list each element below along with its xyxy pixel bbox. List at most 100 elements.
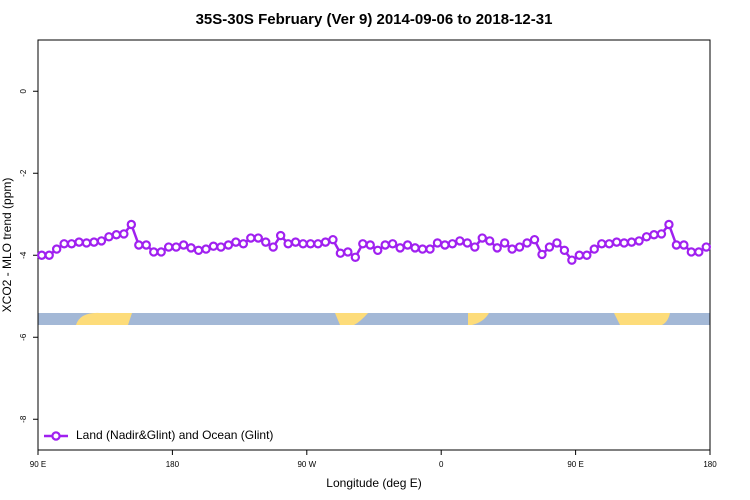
data-point: [96, 236, 107, 246]
data-point: [305, 239, 316, 249]
data-point: [559, 245, 570, 256]
data-point: [597, 239, 607, 249]
data-point: [395, 243, 405, 253]
data-point: [350, 252, 361, 262]
data-point: [298, 239, 308, 249]
data-point: [582, 250, 592, 260]
data-point: [470, 242, 480, 252]
y-tick-label: -4: [19, 251, 28, 259]
data-point: [417, 244, 428, 254]
y-axis-label: XCO2 - MLO trend (ppm): [0, 178, 14, 313]
data-point: [462, 238, 473, 248]
data-point: [37, 250, 47, 260]
data-point: [611, 237, 622, 247]
land-patch: [614, 313, 670, 325]
data-point: [694, 247, 704, 257]
data-point: [290, 237, 301, 247]
data-point: [111, 230, 122, 240]
data-point: [686, 247, 697, 257]
data-point: [81, 238, 92, 248]
y-tick-label: -6: [19, 333, 28, 341]
data-point: [373, 245, 383, 256]
data-point: [328, 234, 338, 245]
data-point: [485, 236, 495, 246]
land-patch: [335, 313, 368, 325]
data-point: [432, 238, 443, 248]
data-point: [522, 238, 532, 248]
data-point: [552, 238, 562, 248]
data-point: [253, 233, 263, 243]
data-point: [313, 239, 323, 249]
data-point: [656, 229, 667, 239]
data-point: [44, 250, 54, 260]
data-point: [679, 240, 689, 250]
data-point: [104, 232, 114, 242]
data-point: [51, 244, 62, 254]
x-tick-label: 180: [166, 460, 180, 469]
data-point: [231, 237, 241, 247]
data-point: [208, 241, 219, 251]
data-point: [574, 250, 585, 260]
chart-title: 35S-30S February (Ver 9) 2014-09-06 to 2…: [196, 11, 553, 28]
land-patch: [468, 313, 489, 325]
data-point: [410, 243, 420, 253]
data-point: [402, 240, 413, 250]
data-point: [171, 242, 181, 252]
data-point: [59, 239, 69, 249]
data-point: [664, 219, 674, 230]
data-point: [537, 249, 547, 260]
data-point: [149, 247, 159, 257]
data-point: [89, 237, 99, 247]
data-point: [246, 233, 256, 243]
data-point: [544, 242, 555, 252]
data-point: [275, 230, 286, 241]
data-point: [156, 247, 166, 257]
y-tick-label: -2: [19, 169, 28, 177]
x-tick-label: 0: [439, 460, 444, 469]
data-point: [380, 240, 390, 250]
data-point: [74, 237, 84, 247]
data-point: [387, 239, 398, 249]
data-point: [589, 244, 599, 254]
data-point: [507, 244, 517, 254]
data-point: [163, 242, 174, 252]
data-point: [335, 248, 346, 258]
data-point: [126, 219, 137, 230]
data-point: [671, 240, 682, 250]
data-point: [440, 240, 450, 250]
data-point: [134, 240, 144, 250]
data-point: [447, 239, 458, 249]
data-point: [283, 239, 293, 249]
data-point: [261, 237, 271, 247]
data-point: [320, 237, 331, 247]
land-patch: [76, 312, 132, 325]
legend-marker: [51, 431, 61, 441]
data-point: [141, 240, 151, 250]
data-point: [178, 240, 189, 250]
y-tick-label: -8: [19, 415, 28, 423]
data-point: [216, 242, 226, 252]
data-point: [641, 232, 652, 242]
data-point: [634, 236, 644, 246]
legend-label: Land (Nadir&Glint) and Ocean (Glint): [76, 428, 273, 442]
data-point: [66, 239, 77, 249]
data-point: [477, 233, 487, 243]
data-point: [619, 238, 629, 248]
land-ocean-strip: [38, 312, 710, 325]
data-point: [499, 238, 510, 248]
data-point: [425, 244, 435, 254]
data-point: [649, 230, 659, 240]
y-tick-label: 0: [19, 88, 28, 93]
x-tick-label: 180: [703, 460, 717, 469]
data-point: [238, 239, 249, 249]
x-tick-label: 90 E: [567, 460, 583, 469]
data-point: [358, 239, 368, 249]
data-point: [455, 236, 465, 246]
data-point: [268, 242, 278, 252]
data-point: [514, 242, 525, 252]
data-point: [492, 243, 502, 253]
data-point: [604, 239, 614, 249]
data-point: [193, 245, 204, 256]
data-point: [186, 243, 196, 253]
